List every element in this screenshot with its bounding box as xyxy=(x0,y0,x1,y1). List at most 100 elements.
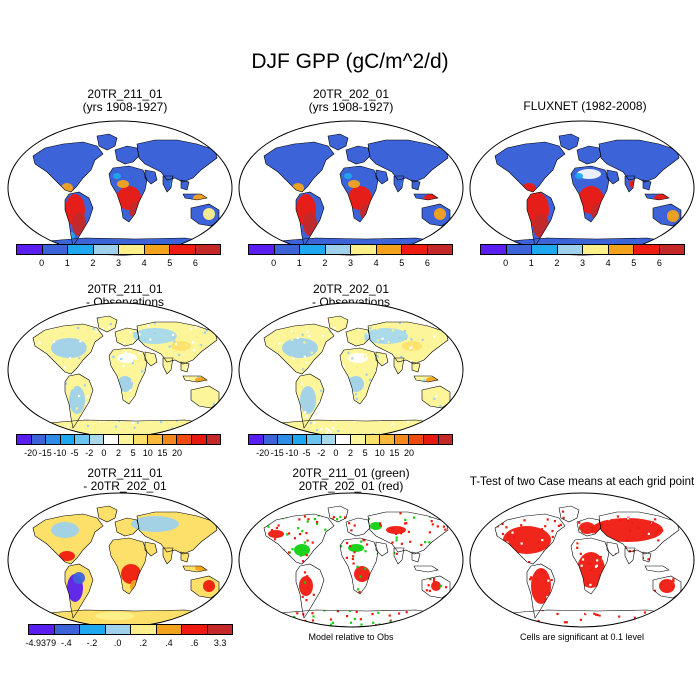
grid-cell xyxy=(569,513,572,516)
grid-cell xyxy=(340,545,343,548)
grid-cell xyxy=(103,419,106,422)
grid-cell xyxy=(73,349,76,352)
grid-cell xyxy=(671,585,674,588)
grid-cell xyxy=(212,402,215,406)
grid-cell xyxy=(310,359,313,362)
grid-cell xyxy=(601,617,604,620)
grid-cell xyxy=(556,612,559,616)
grid-cell xyxy=(329,431,332,434)
grid-cell xyxy=(408,306,410,308)
colorbar-swatch xyxy=(402,245,428,254)
grid-cell xyxy=(460,330,462,332)
grid-cell xyxy=(413,348,416,351)
map-border xyxy=(469,120,695,256)
colorbar-difference-p5: -20 -15 -10 -5 -2 0 2 5 10 15 20 xyxy=(248,434,453,458)
grid-cell xyxy=(185,343,188,346)
data-patch xyxy=(579,522,595,534)
grid-cell xyxy=(653,589,657,592)
grid-cell xyxy=(303,355,306,358)
grid-cell xyxy=(199,344,202,347)
grid-cell xyxy=(465,402,467,404)
grid-cell xyxy=(72,374,75,377)
grid-cell xyxy=(382,340,385,343)
grid-cell xyxy=(186,378,189,381)
colorbar-tick-label: -15 xyxy=(38,448,52,458)
grid-cell xyxy=(445,605,448,608)
grid-cell xyxy=(544,525,547,528)
grid-cell xyxy=(609,628,611,630)
grid-cell xyxy=(416,338,419,341)
grid-cell xyxy=(79,358,83,361)
panel-title-line1: T-Test of two Case means at each grid po… xyxy=(469,476,695,488)
grid-cell xyxy=(350,529,353,532)
grid-cell xyxy=(459,526,461,528)
colorbar-tick-label: -10 xyxy=(285,448,299,458)
grid-cell xyxy=(245,622,247,624)
grid-cell xyxy=(491,624,493,626)
grid-cell xyxy=(395,539,398,542)
grid-cell xyxy=(679,625,681,627)
grid-cell xyxy=(673,607,676,610)
colorbar-swatch xyxy=(583,245,609,254)
grid-cell xyxy=(398,321,401,325)
grid-cell xyxy=(171,427,174,430)
grid-cell xyxy=(133,332,136,335)
colorbar-swatch xyxy=(148,435,163,444)
grid-cell xyxy=(357,328,361,331)
colorbar-tick-label: 5 xyxy=(631,258,637,268)
colorbar-swatch xyxy=(131,625,157,634)
grid-cell xyxy=(355,365,359,368)
grid-cell xyxy=(320,428,323,431)
coastline xyxy=(96,505,118,523)
grid-cell xyxy=(637,526,640,529)
grid-cell xyxy=(83,379,86,382)
grid-cell xyxy=(87,325,90,329)
coastline xyxy=(413,565,439,573)
grid-cell xyxy=(599,563,603,566)
grid-cell xyxy=(290,356,293,359)
grid-cell xyxy=(551,535,554,538)
grid-cell xyxy=(384,361,387,364)
grid-cell xyxy=(325,431,328,434)
coastline xyxy=(624,547,636,565)
colorbar-tick-label: -4.9379 xyxy=(25,638,57,648)
grid-cell xyxy=(5,368,7,370)
grid-cell xyxy=(50,327,53,331)
grid-cell xyxy=(264,623,266,626)
colorbar-absolute-p1: 0 1 2 3 4 5 6 xyxy=(16,244,221,268)
grid-cell xyxy=(533,518,536,522)
data-patch xyxy=(121,564,141,584)
grid-cell xyxy=(369,327,372,330)
grid-cell xyxy=(677,512,680,516)
grid-cell xyxy=(97,335,100,339)
coastline xyxy=(162,175,174,193)
grid-cell xyxy=(352,555,355,558)
coastline xyxy=(413,375,439,383)
grid-cell xyxy=(481,615,483,617)
grid-cell xyxy=(542,571,545,575)
coastline xyxy=(295,191,325,247)
grid-cell xyxy=(594,565,598,568)
grid-cell xyxy=(559,523,562,526)
grid-cell xyxy=(516,624,519,627)
coastline xyxy=(598,511,680,555)
grid-cell xyxy=(369,378,372,381)
grid-cell xyxy=(197,375,200,378)
grid-cell xyxy=(627,517,630,520)
grid-cell xyxy=(331,621,335,624)
coastline xyxy=(339,537,379,595)
grid-cell xyxy=(530,628,532,630)
grid-cell xyxy=(431,425,435,428)
grid-cell xyxy=(590,569,593,572)
grid-cell xyxy=(586,581,589,584)
grid-cell xyxy=(118,420,121,423)
grid-cell xyxy=(254,322,256,324)
grid-cell xyxy=(296,612,299,615)
coastline xyxy=(295,563,325,619)
grid-cell xyxy=(296,327,299,330)
grid-cell xyxy=(541,539,544,542)
grid-cell xyxy=(24,430,26,432)
grid-cell xyxy=(434,605,437,608)
grid-cell xyxy=(244,506,246,508)
grid-cell xyxy=(301,530,304,533)
